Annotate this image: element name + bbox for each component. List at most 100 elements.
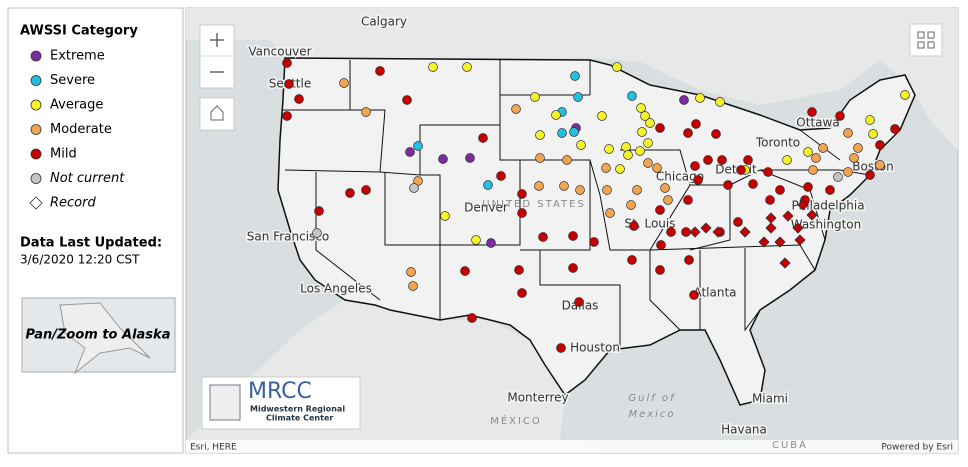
region-label: Gulf of [628, 393, 675, 404]
alaska-label: Pan/Zoom to Alaska [26, 328, 171, 343]
station-marker [514, 265, 524, 275]
station-marker [736, 165, 746, 175]
station-marker [660, 183, 670, 193]
station-marker [438, 154, 448, 164]
station-marker [282, 58, 292, 68]
station-marker [530, 92, 540, 102]
city-label: Ottawa [796, 116, 839, 130]
station-marker [623, 150, 633, 160]
record-marker [774, 236, 786, 248]
record-marker [689, 226, 701, 238]
station-marker [666, 227, 676, 237]
station-marker [717, 155, 727, 165]
station-marker [843, 167, 853, 177]
station-marker [849, 153, 859, 163]
station-marker [568, 263, 578, 273]
station-marker [733, 217, 743, 227]
city-label: Washington [791, 218, 862, 232]
station-marker [361, 185, 371, 195]
powered-by: Powered by Esri [881, 443, 953, 453]
station-marker [375, 66, 385, 76]
station-marker [663, 195, 673, 205]
station-marker [282, 111, 292, 121]
station-marker [835, 111, 845, 121]
record-marker [779, 257, 791, 269]
station-marker [413, 141, 423, 151]
station-marker [559, 181, 569, 191]
city-label: Denver [464, 201, 508, 215]
record-marker [806, 209, 818, 221]
basemap-button[interactable] [909, 23, 943, 57]
home-button[interactable] [199, 97, 235, 131]
station-marker [748, 179, 758, 189]
city-label: Miami [752, 392, 788, 406]
station-marker [408, 281, 418, 291]
station-marker [462, 62, 472, 72]
station-marker [440, 211, 450, 221]
station-marker [312, 228, 322, 238]
station-marker [645, 118, 655, 128]
station-marker [339, 78, 349, 88]
grid-icon [917, 31, 935, 49]
station-marker [775, 185, 785, 195]
station-marker [402, 95, 412, 105]
city-label: Chicago [656, 170, 704, 184]
station-marker [865, 170, 875, 180]
record-marker [758, 236, 770, 248]
legend-swatch [30, 50, 42, 62]
station-marker [890, 124, 900, 134]
station-marker [711, 129, 721, 139]
station-marker [568, 231, 578, 241]
station-marker [681, 227, 691, 237]
station-marker [569, 127, 579, 137]
zoom-in[interactable] [210, 33, 224, 47]
station-marker [643, 138, 653, 148]
station-marker [803, 182, 813, 192]
station-marker [345, 188, 355, 198]
station-marker [652, 163, 662, 173]
home-icon [210, 105, 224, 121]
station-marker [843, 128, 853, 138]
station-marker [782, 155, 792, 165]
station-marker [467, 313, 477, 323]
station-marker [496, 171, 506, 181]
station-marker [875, 140, 885, 150]
legend-swatch [30, 75, 42, 86]
station-marker [511, 104, 521, 114]
city-label: Atlanta [693, 286, 736, 300]
station-marker [483, 180, 493, 190]
station-marker [865, 115, 875, 125]
station-marker [765, 195, 775, 205]
station-marker [655, 205, 665, 215]
canada [186, 8, 958, 150]
station-marker [723, 180, 733, 190]
station-marker [818, 143, 828, 153]
station-marker [655, 265, 665, 275]
station-marker [636, 103, 646, 113]
station-marker [900, 90, 910, 100]
station-marker [656, 240, 666, 250]
station-marker [684, 255, 694, 265]
station-marker [683, 128, 693, 138]
station-marker [635, 146, 645, 156]
station-marker [679, 95, 689, 105]
station-marker [626, 200, 636, 210]
station-marker [284, 79, 294, 89]
station-marker [703, 155, 713, 165]
region-label: MÉXICO [490, 414, 542, 427]
station-marker [314, 206, 324, 216]
city-label: San Francisco [247, 230, 329, 244]
logo-line1: Midwestern Regional [250, 405, 345, 414]
station-marker [535, 153, 545, 163]
updated-label: Data Last Updated: [20, 236, 162, 251]
attribution: Esri, HERE [190, 443, 237, 453]
station-marker [715, 97, 725, 107]
logo-map [209, 384, 241, 421]
station-marker [574, 297, 584, 307]
station-marker [833, 172, 843, 182]
station-marker [763, 167, 773, 177]
updated-value: 3/6/2020 12:20 CST [20, 253, 140, 267]
station-marker [640, 111, 650, 121]
station-marker [627, 255, 637, 265]
station-marker [562, 155, 572, 165]
